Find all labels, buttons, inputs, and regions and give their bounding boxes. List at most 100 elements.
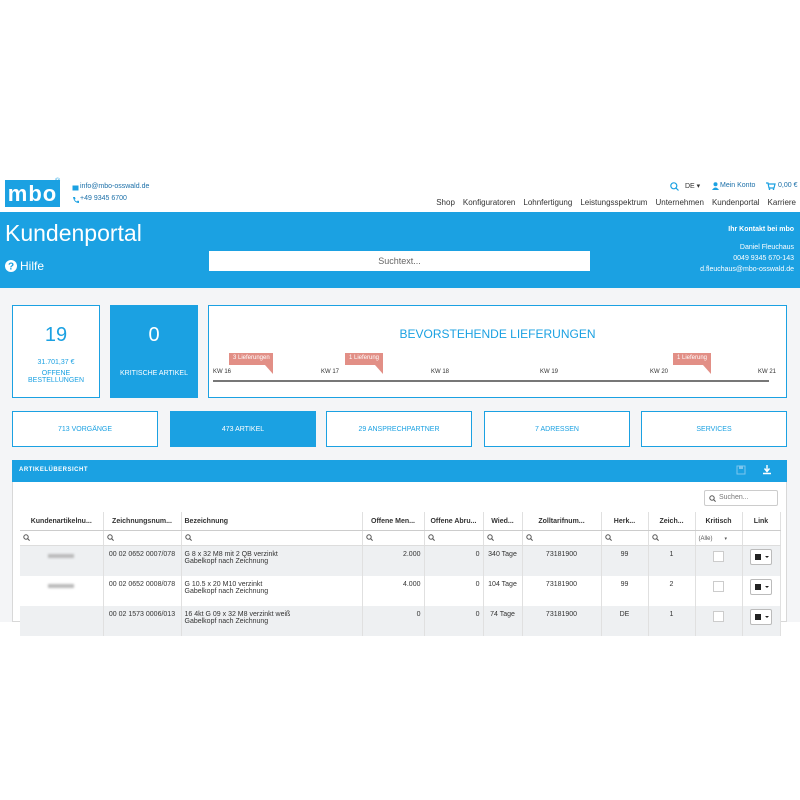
phone-link[interactable]: +49 9345 6700: [80, 195, 127, 202]
week-label: KW 18: [431, 369, 450, 375]
orders-card[interactable]: 19 31.701,37 € OFFENE BESTELLUNGEN: [12, 305, 100, 398]
cell: [20, 576, 104, 606]
cell-text: 00 02 1573 0006/013: [108, 611, 176, 618]
nav-item[interactable]: Shop: [436, 198, 455, 207]
tab[interactable]: 713 VORGÄNGE: [12, 411, 158, 447]
filter-cell[interactable]: [601, 530, 649, 546]
column-header[interactable]: Bezeichnung: [181, 512, 363, 531]
tab[interactable]: 29 ANSPRECHPARTNER: [326, 411, 472, 447]
tab[interactable]: 473 ARTIKEL: [170, 411, 316, 447]
cell-text: 0: [416, 611, 421, 618]
panel-header: [12, 460, 787, 482]
main-nav: Shop Konfiguratoren Lohnfertigung Leistungs…: [436, 198, 796, 207]
blurred-text: [48, 554, 75, 558]
column-header[interactable]: Kritisch: [695, 512, 743, 531]
search-input[interactable]: Suchtext...: [209, 251, 590, 271]
nav-item[interactable]: Leistungsspektrum: [580, 198, 648, 207]
language-selector[interactable]: DE ▾: [685, 183, 701, 190]
tab[interactable]: 7 ADRESSEN: [484, 411, 630, 447]
cell: 74 Tage: [483, 606, 523, 636]
link-button[interactable]: [750, 609, 772, 625]
nav-item[interactable]: Konfiguratoren: [462, 198, 516, 207]
cell-line: Gabelkopf nach Zeichnung: [184, 588, 269, 595]
checkbox[interactable]: [713, 581, 724, 592]
column-header[interactable]: Kundenartikelnu...: [20, 512, 104, 531]
delivery-flag[interactable]: 1 Lieferung: [345, 353, 383, 374]
tab[interactable]: SERVICES: [641, 411, 787, 447]
nav-item[interactable]: Lohnfertigung: [523, 198, 573, 207]
cell: [695, 606, 743, 636]
filter-cell[interactable]: [20, 530, 104, 546]
link-button[interactable]: [750, 579, 772, 595]
filter-cell[interactable]: [362, 530, 425, 546]
cell: [742, 545, 781, 576]
cell: 73181900: [522, 545, 602, 576]
checkbox[interactable]: [713, 611, 724, 622]
cell-text: DE: [619, 611, 630, 618]
cell: [20, 606, 104, 636]
article-table: Kundenartikelnu... Zeichnungsnum... Bezeic…: [20, 512, 781, 636]
delivery-flag-label: 1 Lieferung: [349, 355, 380, 361]
checkbox[interactable]: [713, 551, 724, 562]
column-header[interactable]: Link: [742, 512, 781, 531]
phone-icon: [73, 197, 79, 203]
filter-icon: [486, 533, 494, 541]
save-icon[interactable]: [736, 465, 746, 475]
delivery-flag[interactable]: 1 Lieferung: [673, 353, 711, 374]
account-link[interactable]: Mein Konto: [720, 182, 756, 189]
language: DE: [685, 183, 695, 190]
registered-mark: ®: [55, 178, 61, 185]
nav-item[interactable]: Karriere: [767, 198, 796, 207]
filter-cell[interactable]: (Alle) ▾: [695, 530, 743, 546]
cell-text: 0: [475, 581, 480, 588]
column-header[interactable]: Wied...: [483, 512, 523, 531]
nav-item[interactable]: Kundenportal: [711, 198, 760, 207]
table-search[interactable]: Suchen...: [704, 490, 778, 506]
cart-total[interactable]: 0,00 €: [778, 182, 798, 189]
filter-cell[interactable]: [522, 530, 602, 546]
contact-heading: Ihr Kontakt bei mbo: [728, 226, 794, 233]
cell: 00 02 1573 0006/013: [103, 606, 182, 636]
cell-text: 2: [669, 581, 674, 588]
column-header[interactable]: Zeich...: [648, 512, 696, 531]
column-header[interactable]: Offene Men...: [362, 512, 425, 531]
delivery-flag[interactable]: 3 Lieferungen: [229, 353, 273, 374]
delivery-flag-label: 1 Lieferung: [677, 355, 708, 361]
column-header[interactable]: Offene Abru...: [424, 512, 484, 531]
filter-icon: [184, 533, 192, 541]
filter-icon: [365, 533, 373, 541]
filter-cell[interactable]: [103, 530, 182, 546]
logo[interactable]: mbo: [5, 180, 60, 207]
help-link[interactable]: Hilfe: [20, 259, 45, 273]
top-header: [0, 178, 800, 212]
column-header[interactable]: Zolltarifnum...: [522, 512, 602, 531]
orders-label: OFFENE BESTELLUNGEN: [27, 370, 85, 384]
table-wrap: Kundenartikelnu... Zeichnungsnum... Bezeic…: [20, 512, 781, 636]
filter-cell[interactable]: [424, 530, 484, 546]
filter-icon: [604, 533, 612, 541]
column-header[interactable]: Zeichnungsnum...: [103, 512, 182, 531]
email-link[interactable]: info@mbo-osswald.de: [80, 183, 150, 190]
orders-count: 19: [44, 324, 68, 346]
cell: 1: [648, 545, 696, 576]
contact-name: Daniel Fleuchaus: [739, 244, 794, 251]
contact-phone[interactable]: 0049 9345 670-143: [733, 255, 794, 262]
cell: 4.000: [362, 576, 425, 606]
contact-email[interactable]: d.fleuchaus@mbo-osswald.de: [700, 266, 794, 273]
cell: G 8 x 32 M8 mit 2 QB verzinkt Gabelkopf n…: [181, 545, 363, 576]
download-icon[interactable]: [762, 465, 772, 475]
search-icon[interactable]: [670, 182, 679, 191]
delivery-flag-label: 3 Lieferungen: [233, 355, 270, 361]
link-button[interactable]: [750, 549, 772, 565]
filter-cell[interactable]: [181, 530, 363, 546]
filter-cell[interactable]: [483, 530, 523, 546]
nav-item[interactable]: Unternehmen: [655, 198, 704, 207]
critical-card[interactable]: 0 KRITISCHE ARTIKEL: [110, 305, 198, 398]
filter-cell[interactable]: [648, 530, 696, 546]
column-header[interactable]: Herk...: [601, 512, 649, 531]
cell: 00 02 0652 0007/078: [103, 545, 182, 576]
cell-text: 1: [669, 551, 674, 558]
cell-text: 4.000: [402, 581, 421, 588]
filter-select[interactable]: (Alle): [698, 535, 713, 542]
cell: 104 Tage: [483, 576, 523, 606]
